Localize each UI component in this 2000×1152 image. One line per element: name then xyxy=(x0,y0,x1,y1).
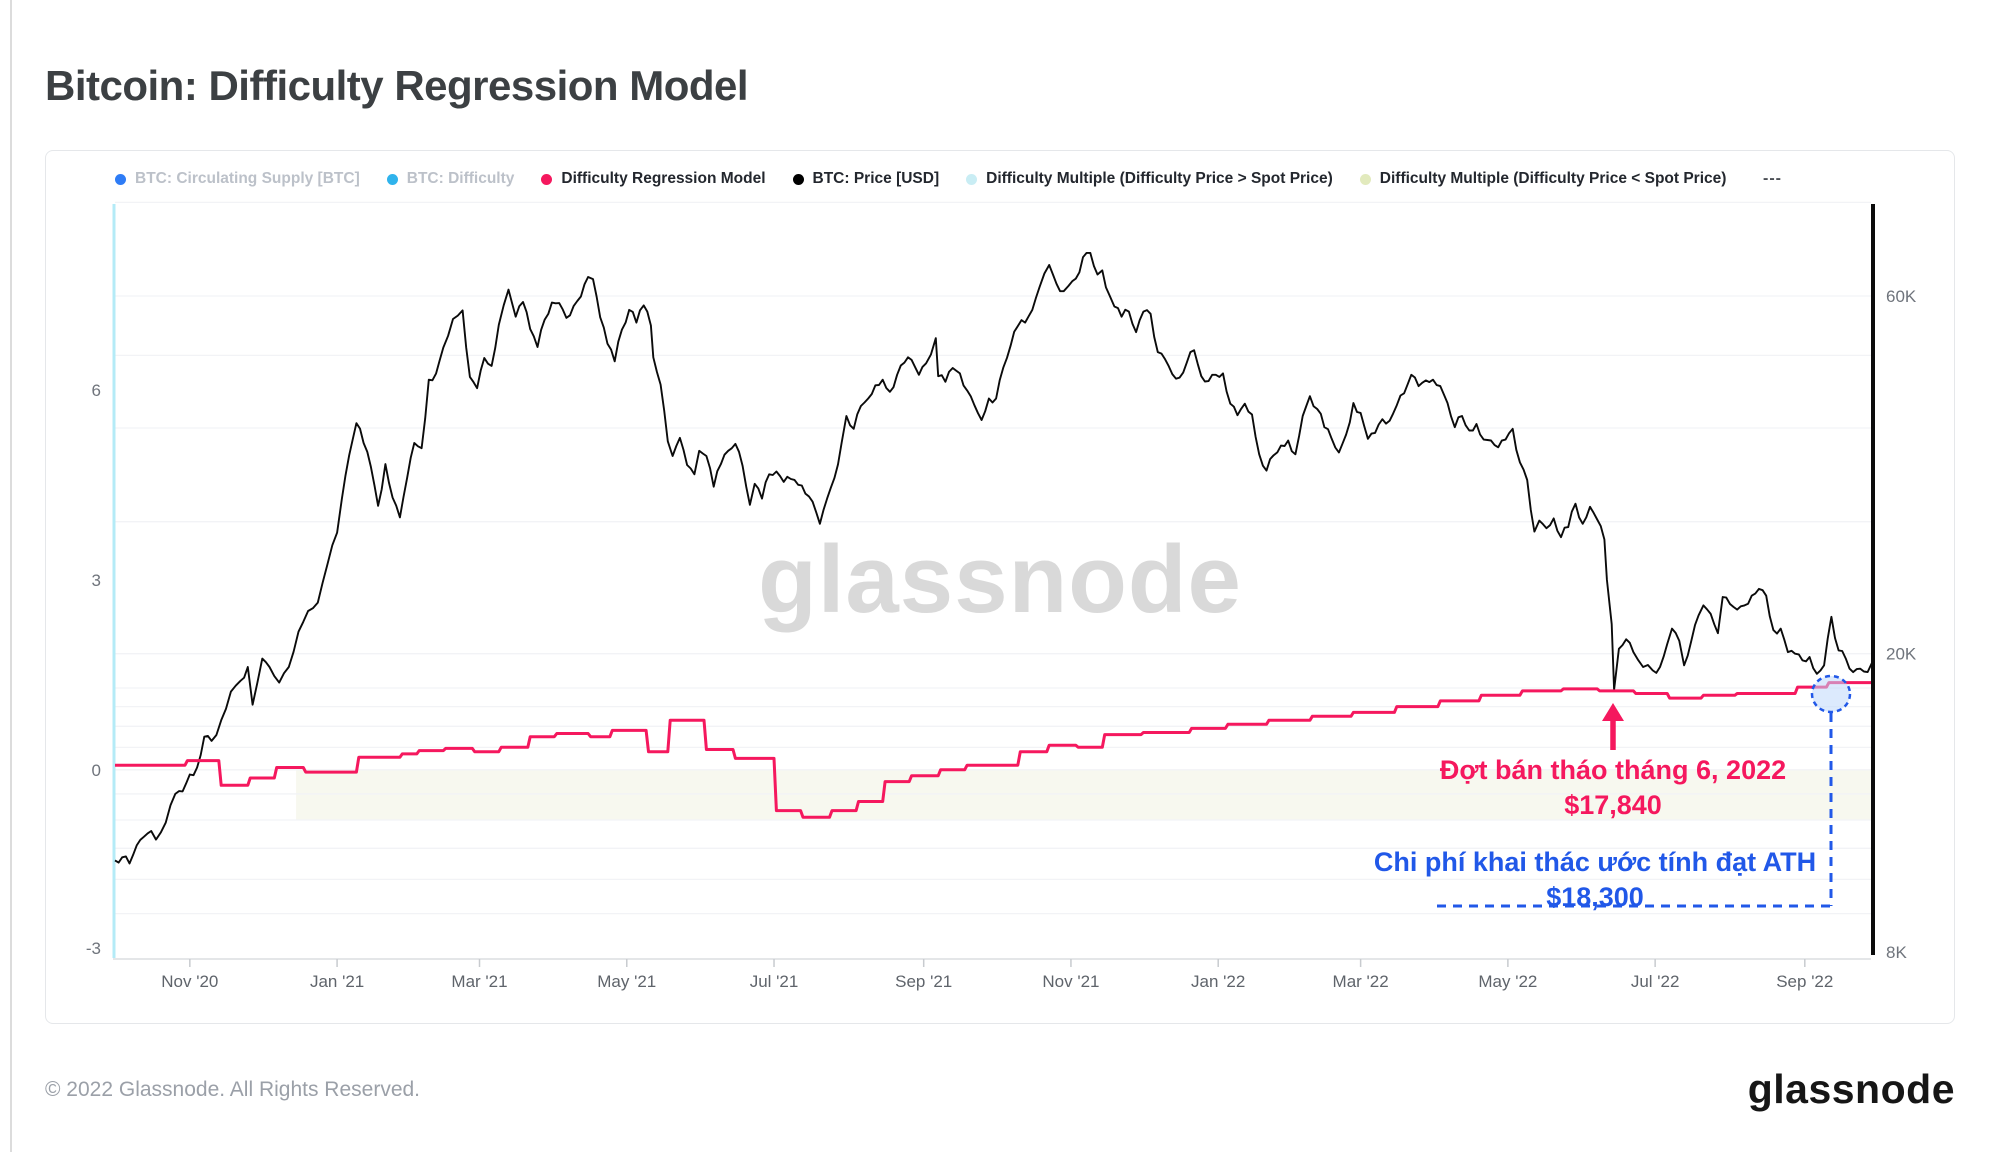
legend-label: Difficulty Multiple (Difficulty Price < … xyxy=(1379,170,1727,187)
legend-dot-icon xyxy=(386,173,398,185)
legend-label: BTC: Circulating Supply [BTC] xyxy=(135,170,360,187)
x-tick-label: Jul '21 xyxy=(750,972,799,991)
legend-dot-icon xyxy=(792,173,804,185)
difficulty-regression-series xyxy=(115,681,1873,819)
y-right-tick-label: 20K xyxy=(1886,645,1917,664)
x-tick-label: Jul '22 xyxy=(1631,972,1680,991)
legend-item-difficulty[interactable]: BTC: Difficulty xyxy=(386,170,515,188)
difficulty-multiple-band xyxy=(296,769,1873,820)
btc-price-series xyxy=(114,251,1874,865)
x-tick-label: Mar '21 xyxy=(451,972,507,991)
legend-item-circulating-supply[interactable]: BTC: Circulating Supply [BTC] xyxy=(115,170,360,188)
legend-label: BTC: Price [USD] xyxy=(812,170,940,187)
x-tick-label: Nov '21 xyxy=(1042,972,1099,991)
legend-item-difficulty-regression[interactable]: Difficulty Regression Model xyxy=(541,170,766,188)
chart-legend: BTC: Circulating Supply [BTC] BTC: Diffi… xyxy=(115,166,1775,192)
legend-overflow-button[interactable]: --- xyxy=(1763,170,1782,187)
legend-item-multiple-below[interactable]: Difficulty Multiple (Difficulty Price < … xyxy=(1359,170,1727,188)
right-axis-spine xyxy=(1871,204,1875,955)
x-tick-label: Jan '21 xyxy=(310,972,364,991)
legend-dot-icon xyxy=(1359,173,1371,185)
y-right-tick-label: 8K xyxy=(1886,943,1907,962)
x-tick-label: Mar '22 xyxy=(1333,972,1389,991)
legend-label: Difficulty Multiple (Difficulty Price > … xyxy=(986,170,1333,187)
selloff-arrow-head xyxy=(1602,703,1624,721)
x-tick-label: Sep '21 xyxy=(895,972,952,991)
legend-label: Difficulty Regression Model xyxy=(561,170,766,187)
x-tick-label: Nov '20 xyxy=(161,972,218,991)
legend-dot-icon xyxy=(115,173,126,185)
x-tick-label: Sep '22 xyxy=(1776,972,1833,991)
legend-dot-icon xyxy=(966,173,978,185)
window-edge-line xyxy=(10,0,12,1152)
x-tick-label: May '22 xyxy=(1478,972,1537,991)
y-right-tick-label: 60K xyxy=(1886,287,1917,306)
page-title: Bitcoin: Difficulty Regression Model xyxy=(45,62,749,110)
legend-item-btc-price[interactable]: BTC: Price [USD] xyxy=(792,170,940,188)
legend-item-multiple-above[interactable]: Difficulty Multiple (Difficulty Price > … xyxy=(966,170,1333,188)
legend-dot-icon xyxy=(541,173,553,185)
y-left-tick-label: 3 xyxy=(92,571,101,590)
ath-dashed-circle xyxy=(1810,674,1852,714)
copyright-text: © 2022 Glassnode. All Rights Reserved. xyxy=(45,1078,421,1101)
glassnode-logo: glassnode xyxy=(1747,1066,1955,1112)
y-left-tick-label: -3 xyxy=(86,939,101,958)
y-left-tick-label: 6 xyxy=(92,381,101,400)
x-tick-label: Jan '22 xyxy=(1191,972,1245,991)
legend-label: BTC: Difficulty xyxy=(406,170,515,187)
x-tick-label: May '21 xyxy=(597,972,656,991)
y-left-tick-label: 0 xyxy=(92,761,101,780)
